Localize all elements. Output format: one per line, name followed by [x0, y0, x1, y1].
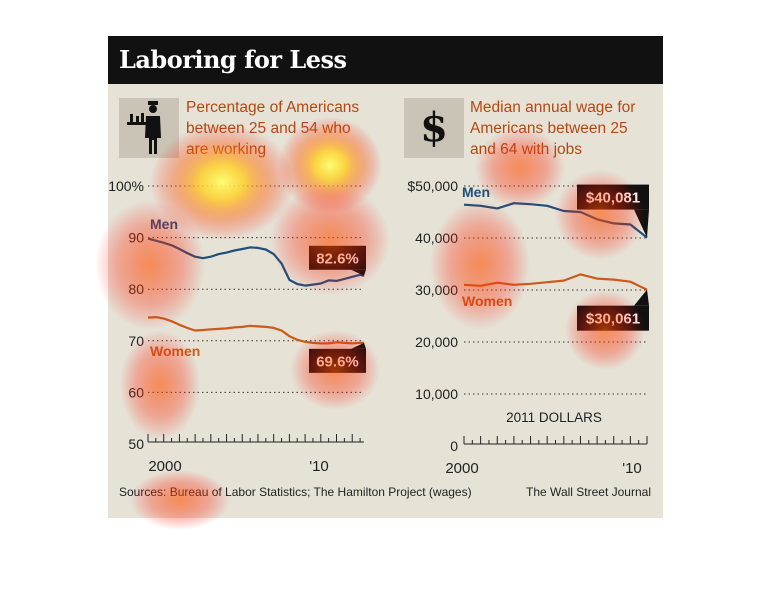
y-tick-label: 20,000 — [415, 334, 458, 350]
series-line-women — [147, 316, 364, 345]
end-value-label: 82.6% — [316, 250, 359, 267]
y-tick-label: 40,000 — [415, 230, 458, 246]
series-label-women: Women — [150, 343, 200, 359]
series-label-men: Men — [462, 184, 490, 200]
y-tick-label: 30,000 — [415, 282, 458, 298]
x-tick-label: '10 — [309, 458, 329, 475]
y-tick-label: 80 — [128, 281, 144, 297]
end-value-label: 69.6% — [316, 353, 359, 370]
y-tick-label: 70 — [128, 333, 144, 349]
units-note: 2011 DOLLARS — [506, 410, 602, 425]
credit-line: The Wall Street Journal — [526, 485, 651, 499]
x-tick-label: '10 — [622, 460, 642, 477]
chart-title: Laboring for Less — [119, 45, 347, 74]
series-line-women — [463, 273, 648, 291]
charts-canvas: 100%90807060502000'10Men82.6%Women69.6%$… — [108, 178, 649, 477]
chart-card: Laboring for Less Percentage of American… — [108, 36, 663, 518]
x-tick-label: 2000 — [445, 460, 478, 477]
end-value-label: $40,081 — [586, 190, 640, 207]
series-label-women: Women — [462, 293, 512, 309]
y-tick-label: 0 — [450, 438, 458, 454]
y-tick-label: 50 — [128, 436, 144, 452]
y-tick-label: 90 — [128, 230, 144, 246]
y-tick-label: 100% — [108, 178, 144, 194]
title-bar: Laboring for Less — [108, 36, 663, 84]
dollar-sign: $ — [420, 104, 448, 151]
y-tick-label: 60 — [128, 384, 144, 400]
series-label-men: Men — [150, 216, 178, 232]
right-headline-line: Median annual wage for — [470, 99, 636, 116]
left-headline-line: Percentage of Americans — [186, 99, 360, 116]
y-tick-label: 10,000 — [415, 386, 458, 402]
dollar-icon: $ — [404, 98, 464, 158]
end-value-label: $30,061 — [586, 311, 640, 328]
end-value-callout-pointer — [634, 289, 649, 306]
x-tick-label: 2000 — [148, 458, 181, 475]
y-tick-label: $50,000 — [407, 178, 458, 194]
sources-note: Sources: Bureau of Labor Statistics; The… — [119, 485, 472, 499]
